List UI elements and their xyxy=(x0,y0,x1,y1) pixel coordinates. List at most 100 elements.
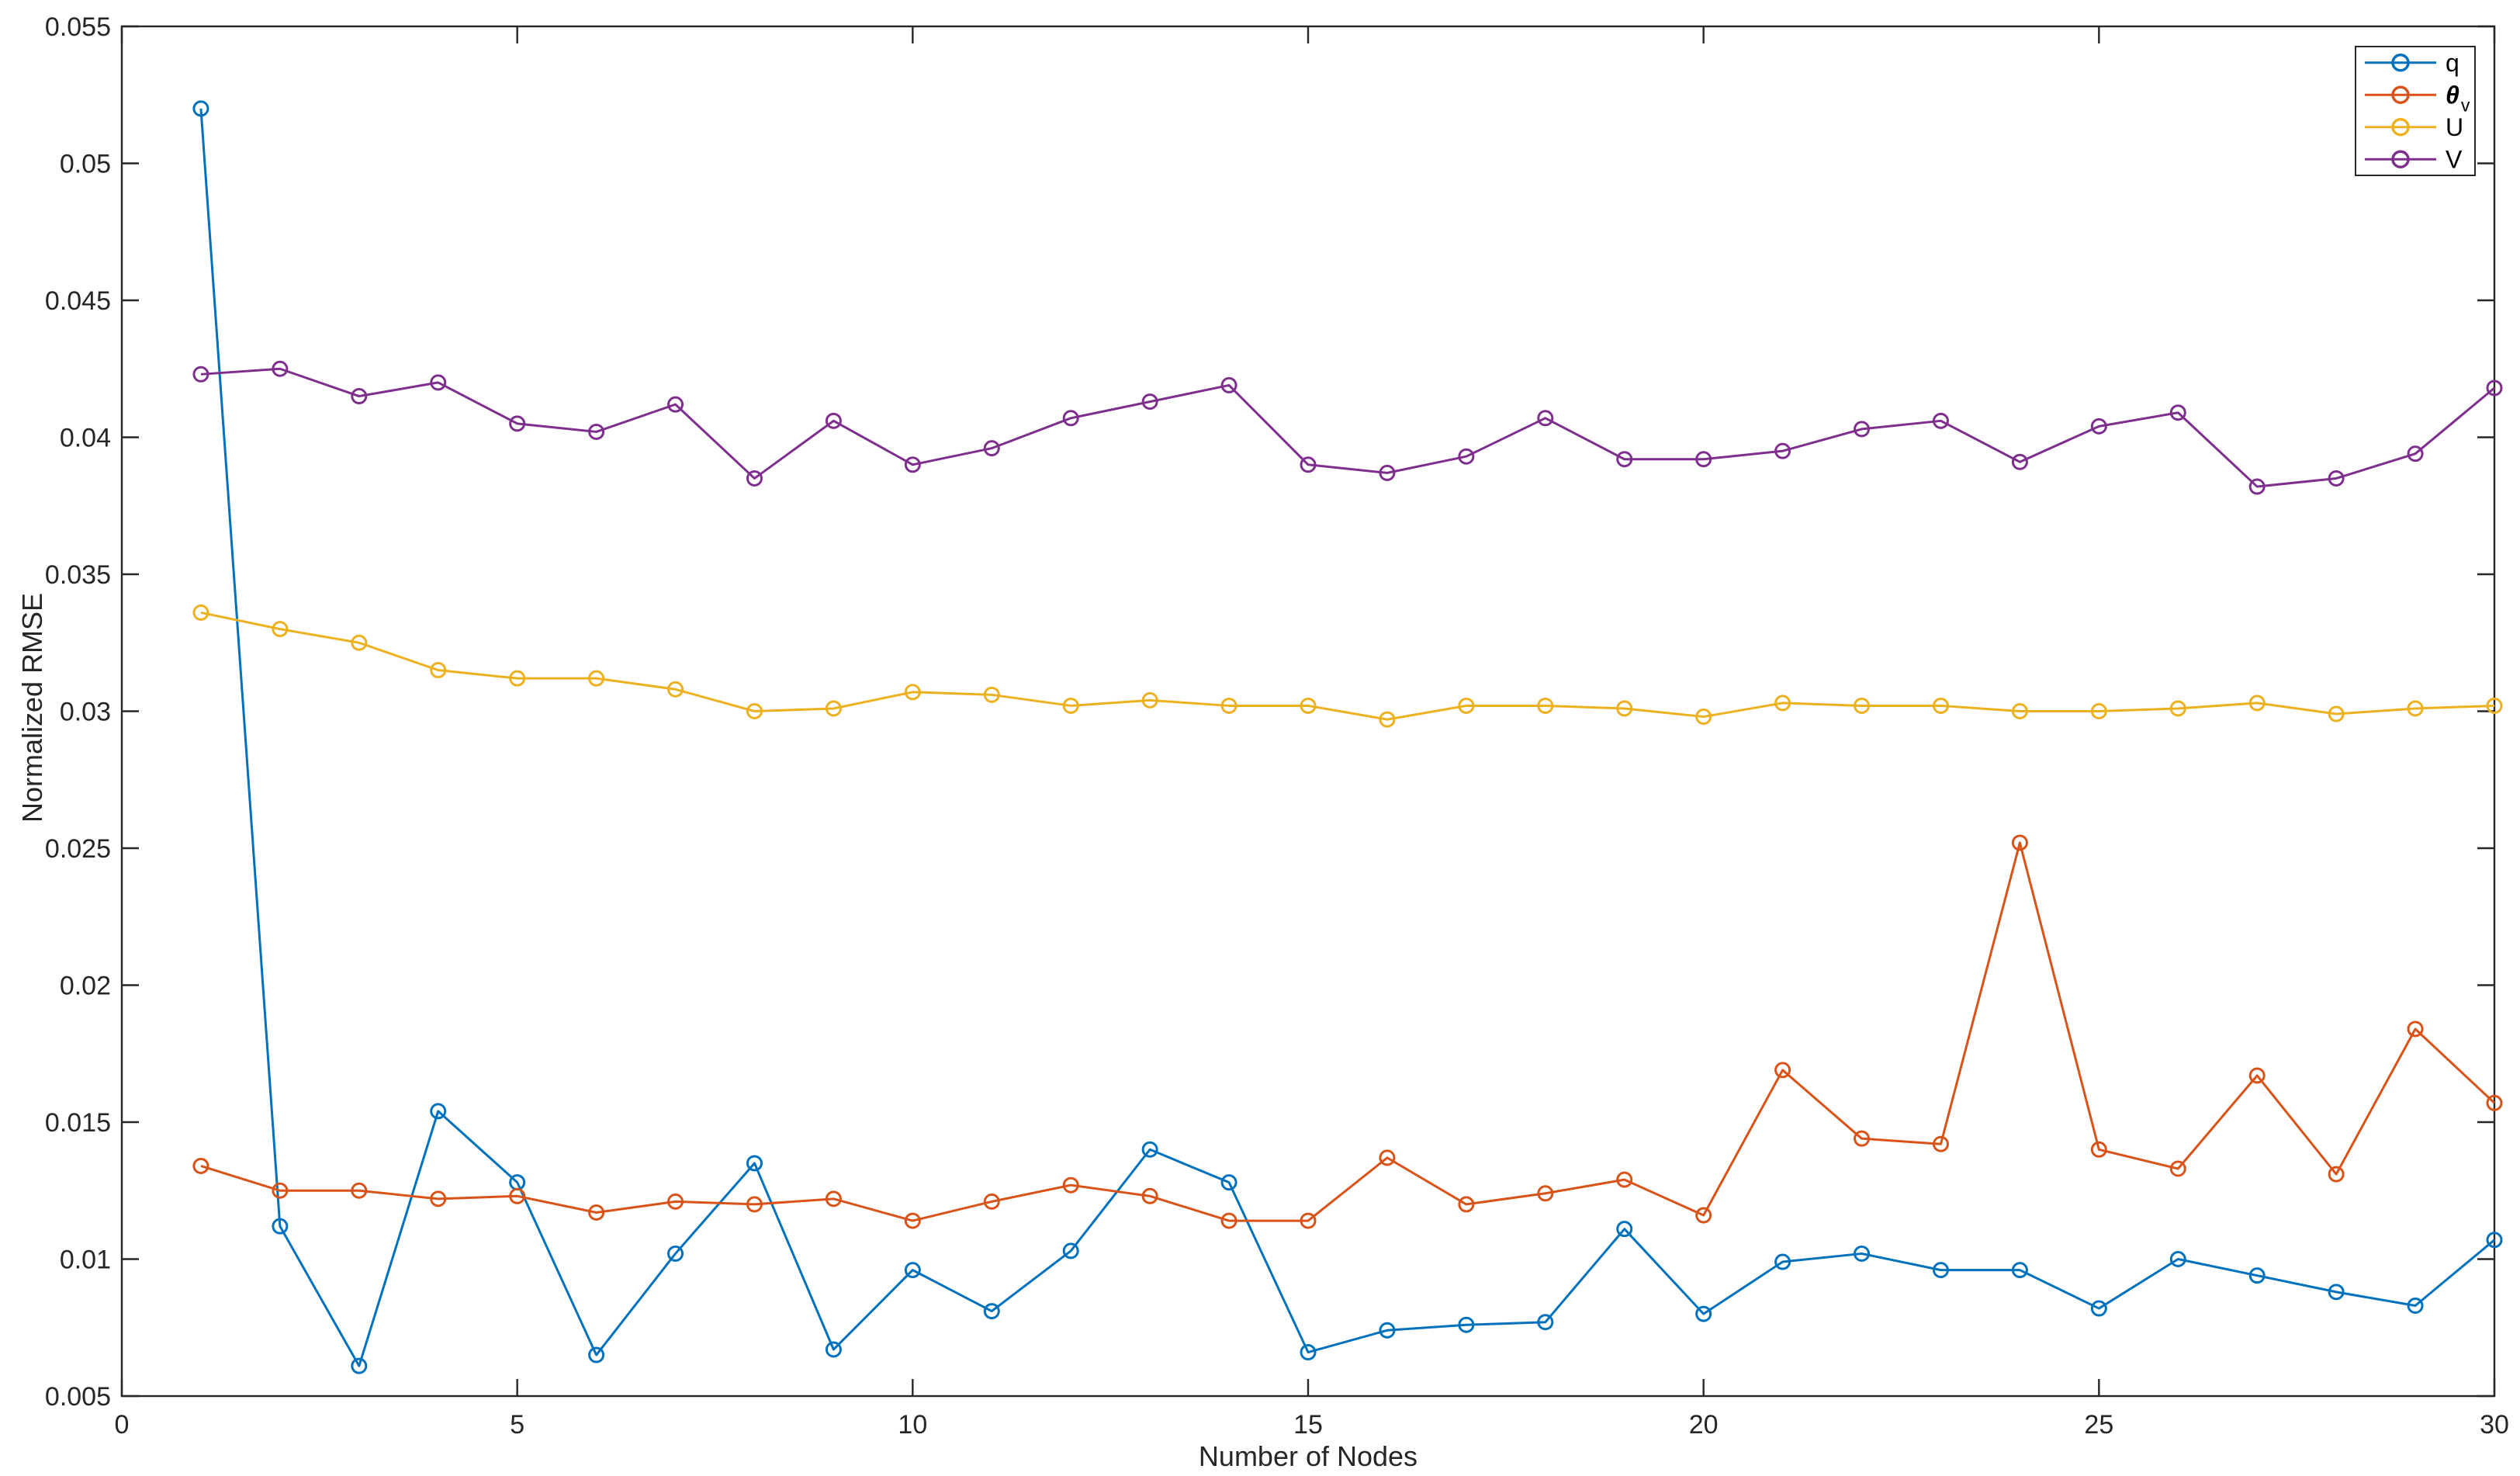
y-axis-title: Normalized RMSE xyxy=(16,592,48,823)
y-tick-label: 0.045 xyxy=(45,286,111,316)
data-point-q-24 xyxy=(2011,1262,2028,1279)
data-point-q-1 xyxy=(192,100,209,117)
data-point-q-6 xyxy=(588,1346,605,1363)
data-point-U-6 xyxy=(588,670,605,687)
x-tick-label: 30 xyxy=(2480,1410,2509,1440)
data-point-θ-20 xyxy=(1695,1207,1712,1224)
y-tick-label: 0.03 xyxy=(60,698,111,727)
data-point-q-15 xyxy=(1300,1344,1317,1361)
data-point-V-24 xyxy=(2011,453,2028,470)
data-point-U-22 xyxy=(1854,697,1871,714)
data-point-q-8 xyxy=(746,1155,763,1172)
data-point-V-22 xyxy=(1854,421,1871,438)
data-point-θ-25 xyxy=(2090,1141,2107,1158)
data-point-V-26 xyxy=(2169,404,2186,421)
data-point-U-29 xyxy=(2407,700,2424,717)
data-point-θ-15 xyxy=(1300,1212,1317,1229)
data-point-U-23 xyxy=(1932,697,1949,714)
data-point-V-30 xyxy=(2486,379,2503,397)
x-tick-label: 0 xyxy=(115,1410,130,1440)
data-point-q-20 xyxy=(1695,1305,1712,1322)
legend-marker-U xyxy=(2391,118,2410,137)
data-point-U-28 xyxy=(2328,705,2345,722)
data-point-θ-19 xyxy=(1616,1171,1633,1188)
data-point-q-14 xyxy=(1220,1174,1238,1191)
data-point-V-21 xyxy=(1774,442,1791,459)
data-point-θ-22 xyxy=(1854,1130,1871,1147)
data-point-V-13 xyxy=(1141,393,1158,411)
data-point-V-20 xyxy=(1695,451,1712,468)
data-point-V-15 xyxy=(1300,456,1317,473)
data-point-U-27 xyxy=(2248,695,2266,712)
data-point-θ-17 xyxy=(1458,1196,1475,1213)
data-point-q-16 xyxy=(1379,1322,1396,1339)
data-point-U-26 xyxy=(2169,700,2186,717)
data-point-q-23 xyxy=(1932,1262,1949,1279)
data-point-U-11 xyxy=(983,686,1000,703)
data-point-θ-9 xyxy=(825,1190,842,1207)
data-point-V-8 xyxy=(746,469,763,487)
data-point-q-2 xyxy=(272,1218,289,1235)
data-point-θ-5 xyxy=(509,1187,526,1204)
legend-label-q[interactable]: q xyxy=(2446,49,2459,77)
data-point-U-16 xyxy=(1379,711,1396,728)
data-point-U-18 xyxy=(1537,697,1554,714)
data-point-q-29 xyxy=(2407,1298,2424,1315)
data-point-θ-21 xyxy=(1774,1062,1791,1079)
legend-box[interactable] xyxy=(2355,46,2476,176)
data-point-U-12 xyxy=(1062,697,1079,714)
data-point-U-21 xyxy=(1774,695,1791,712)
data-point-q-12 xyxy=(1062,1242,1079,1259)
legend-label-U[interactable]: U xyxy=(2446,113,2463,141)
data-point-U-7 xyxy=(667,681,684,698)
data-point-V-16 xyxy=(1379,464,1396,481)
data-point-V-14 xyxy=(1220,376,1238,393)
data-point-q-26 xyxy=(2169,1251,2186,1267)
y-tick-label: 0.01 xyxy=(60,1246,111,1275)
legend-label-V[interactable]: V xyxy=(2446,145,2463,173)
data-point-q-28 xyxy=(2328,1284,2345,1301)
data-point-V-2 xyxy=(272,360,289,377)
y-tick-label: 0.015 xyxy=(45,1108,111,1138)
data-point-q-17 xyxy=(1458,1316,1475,1333)
data-point-θ-1 xyxy=(192,1157,209,1174)
series-line-θ xyxy=(200,841,2496,1222)
data-point-V-6 xyxy=(588,423,605,440)
data-point-θ-28 xyxy=(2328,1166,2345,1183)
data-point-V-7 xyxy=(667,396,684,413)
data-point-V-17 xyxy=(1458,448,1475,465)
data-point-q-4 xyxy=(430,1103,447,1120)
legend-label-θ[interactable]: θv xyxy=(2446,81,2470,115)
data-point-θ-26 xyxy=(2169,1160,2186,1177)
data-point-U-24 xyxy=(2011,703,2028,719)
data-point-q-27 xyxy=(2248,1267,2266,1284)
data-point-V-25 xyxy=(2090,418,2107,435)
x-tick-label: 15 xyxy=(1293,1410,1323,1440)
data-point-θ-18 xyxy=(1537,1185,1554,1202)
data-point-θ-2 xyxy=(272,1182,289,1199)
x-tick-label: 10 xyxy=(898,1410,927,1440)
x-tick-label: 25 xyxy=(2084,1410,2113,1440)
x-axis-title: Number of Nodes xyxy=(1198,1440,1418,1472)
data-point-U-25 xyxy=(2090,703,2107,719)
data-point-q-22 xyxy=(1854,1245,1871,1262)
legend-marker-q xyxy=(2391,54,2410,72)
plot-border xyxy=(120,25,2496,1398)
data-point-U-15 xyxy=(1300,697,1317,714)
data-point-V-18 xyxy=(1537,410,1554,427)
data-point-V-10 xyxy=(904,456,921,473)
data-point-U-10 xyxy=(904,684,921,701)
data-point-U-17 xyxy=(1458,697,1475,714)
data-point-θ-3 xyxy=(351,1182,368,1199)
data-point-U-1 xyxy=(192,604,209,621)
data-point-V-1 xyxy=(192,366,209,383)
data-point-U-20 xyxy=(1695,709,1712,726)
data-point-θ-13 xyxy=(1141,1187,1158,1204)
data-point-q-7 xyxy=(667,1245,684,1262)
data-point-θ-4 xyxy=(430,1190,447,1207)
data-point-U-14 xyxy=(1220,697,1238,714)
data-point-U-13 xyxy=(1141,691,1158,709)
data-point-U-8 xyxy=(746,703,763,719)
